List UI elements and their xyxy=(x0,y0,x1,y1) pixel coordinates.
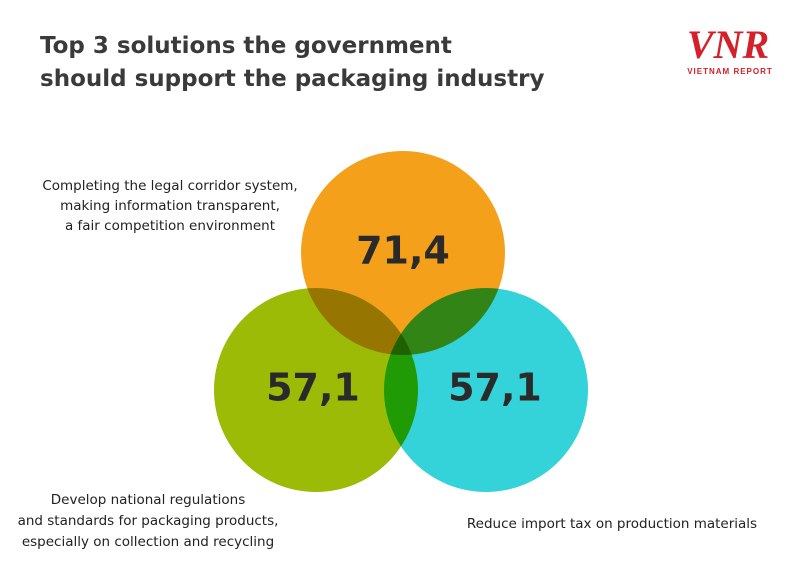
value: 71,4 xyxy=(356,229,450,273)
logo-name: VIETNAM REPORT xyxy=(687,67,773,76)
label-line: Develop national regulations xyxy=(51,492,245,508)
title-line: Top 3 solutions the government xyxy=(40,33,452,59)
circle xyxy=(384,288,588,492)
label-line: and standards for packaging products, xyxy=(18,513,279,529)
value: 57,1 xyxy=(448,366,542,410)
venn xyxy=(214,151,588,492)
label-line: Completing the legal corridor system, xyxy=(42,178,297,194)
value: 57,1 xyxy=(266,366,360,410)
label-line: a fair competition environment xyxy=(65,218,275,234)
label-line: especially on collection and recycling xyxy=(22,534,274,550)
title-line: should support the packaging industry xyxy=(40,66,544,92)
label-line: making information transparent, xyxy=(60,198,280,214)
logo-mark: VNR xyxy=(687,22,769,67)
circle xyxy=(214,288,418,492)
label-line: Reduce import tax on production material… xyxy=(467,516,757,532)
